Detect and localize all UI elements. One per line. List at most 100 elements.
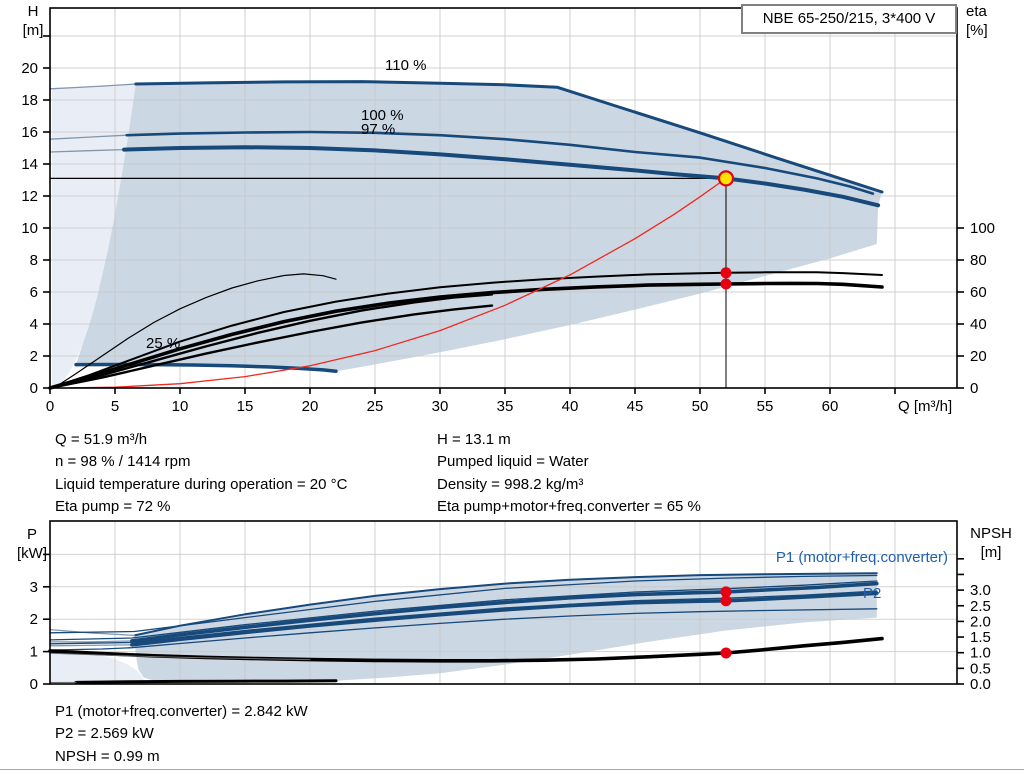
speed-label-100: 100 % [361,107,404,124]
tick-label: 2.0 [970,613,991,630]
tick-label: 3 [30,579,38,596]
h-axis-title: H [m] [16,3,50,41]
tick-label: 2 [30,348,38,365]
curve-p2 [130,591,879,647]
h-axis-title-line1: H [27,3,39,20]
tick-label: 45 [627,398,644,415]
p-axis-title: P [kW] [12,526,52,564]
tick-label: 1.0 [970,645,991,662]
eta-pump-curve [49,271,883,389]
tick-label: 6 [30,284,38,301]
info-line: NPSH = 0.99 m [55,747,160,765]
tick-label: 0 [30,380,38,397]
tick-label: 12 [21,188,38,205]
duty-info-right: H = 13.1 m Pumped liquid = Water Density =… [437,429,701,519]
info-line: Q = 51.9 m³/h [55,431,148,448]
power-info: P1 (motor+freq.converter) = 2.842 kW P2 =… [55,701,308,768]
tick-label: 4 [30,316,38,333]
eta-reduced-speed-curve [53,273,337,389]
tick-label: 1.5 [970,629,991,646]
speed-label-110: 110 % [385,57,427,74]
tick-label: 20 [302,398,319,415]
p2-companion-thin [49,590,878,645]
speed-label-25: 25 % [146,335,181,352]
tick-label: 2 [30,611,38,628]
tick-label: 0 [30,676,38,693]
tick-label: 35 [497,398,514,415]
tick-label: 0.5 [970,660,991,677]
info-line: H = 13.1 m [437,431,511,448]
system-control-curve [68,177,727,389]
p1-companion-thin [49,580,878,641]
tick-label: 40 [970,316,987,333]
pump-title-box: NBE 65-250/215, 3*400 V [741,4,957,34]
info-line: Density = 998.2 kg/m³ [437,475,584,493]
info-line: Pumped liquid = Water [437,453,589,471]
plot-frame [49,520,958,685]
p1-curve-label: P1 (motor+freq.converter) [775,549,948,566]
tick-label: 30 [432,398,449,415]
tick-label: 20 [970,348,987,365]
eta-axis-title-line1: eta [966,3,987,20]
duty-point-p2 [720,595,732,607]
tick-label: 20 [21,60,38,77]
tick-label: 10 [21,220,38,237]
tick-label: 0.0 [970,676,991,693]
info-line: Liquid temperature during operation = 20… [55,475,348,493]
p-axis-title-line2: [kW] [17,544,47,562]
tick-label: 25 [367,398,384,415]
tick-label: 2.5 [970,598,991,615]
pump-title: NBE 65-250/215, 3*400 V [762,9,936,27]
tick-label: 14 [21,156,38,173]
tick-label: 1 [30,644,38,661]
tick-label: 16 [21,124,38,141]
tick-label: 5 [111,398,119,415]
tick-label: 60 [970,284,987,301]
q-axis-label: Q [m³/h] [898,398,953,415]
duty-point-p1 [720,586,732,598]
curve-speed-97 [122,145,881,208]
plot-frame [49,7,958,389]
speed-110-ext [49,83,137,90]
curve-speed-110 [134,80,884,194]
eta-axis-title-line2: [%] [966,21,988,39]
tick-label: 18 [21,92,38,109]
npsh-ext-thin [49,652,311,661]
p2-ext [49,644,133,647]
npsh-axis-title-line2: [m] [980,543,1002,561]
curve-p1 [130,581,879,643]
h-axis-title-line2: [m] [22,21,44,39]
duty-point-eta-total [720,278,732,290]
eta-axis-title: eta [%] [966,3,1006,41]
eta-total-curve [48,281,884,390]
speed-100-ext [49,134,128,140]
tick-label: 60 [822,398,839,415]
tick-label: 10 [172,398,189,415]
p-low-thin [49,608,878,651]
head-efficiency-chart: 0 5 10 15 20 25 30 35 40 45 50 55 60 0 2 4 6 8 10 12 14 16 18 2… [21,7,995,415]
tick-label: 80 [970,252,987,269]
info-line: P2 = 2.569 kW [55,725,154,743]
p2-curve-label: P2 [863,585,882,602]
npsh-axis-title: NPSH [m] [962,525,1020,563]
eta-strand-2 [48,304,494,390]
speed-97-ext [49,148,125,153]
info-line: n = 98 % / 1414 rpm [55,453,191,471]
info-line: Eta pump = 72 % [55,498,171,516]
p1-ext [49,640,133,643]
info-line: Eta pump+motor+freq.converter = 65 % [437,498,701,516]
duty-point-eta-pump [720,267,732,279]
npsh-axis-title-line1: NPSH [970,525,1012,542]
tick-label: 55 [757,398,774,415]
power-npsh-chart: 0 1 2 3 0.00.51.01.52.02.53.0 [30,520,991,693]
tick-label: 0 [970,380,978,397]
tick-label: 15 [237,398,254,415]
tick-label: 8 [30,252,38,269]
tick-label: 40 [562,398,579,415]
tick-label: 0 [46,398,54,415]
duty-point-head [717,170,735,187]
speed-label-97: 97 % [361,121,396,138]
page-divider [0,769,1024,770]
